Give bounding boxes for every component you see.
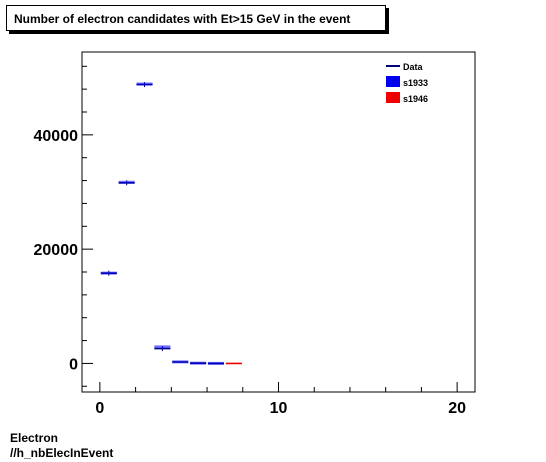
mc-s1933-band (118, 180, 135, 184)
y-tick-label: 40000 (34, 128, 79, 145)
legend-box-swatch (386, 92, 400, 103)
chart-title-box: Number of electron candidates with Et>15… (6, 5, 386, 31)
legend-label: Data (403, 62, 424, 72)
mc-s1933-band (136, 82, 153, 86)
mc-s1933-band (154, 345, 171, 349)
mc-s1933-band (100, 271, 117, 275)
mc-s1933-band (172, 360, 189, 364)
footer-histogram-path: //h_nbElecInEvent (10, 446, 114, 460)
chart-title: Number of electron candidates with Et>15… (14, 12, 351, 26)
y-tick-label: 0 (69, 356, 78, 373)
x-tick-label: 0 (95, 400, 104, 417)
footer-category: Electron (10, 431, 59, 445)
mc-s1933-band (190, 361, 207, 365)
x-tick-label: 10 (270, 400, 288, 417)
legend-box-swatch (386, 76, 400, 87)
mc-s1933-band (207, 361, 225, 365)
legend-label: s1933 (403, 78, 428, 88)
x-tick-label: 20 (448, 400, 466, 417)
legend-label: s1946 (403, 94, 428, 104)
y-tick-label: 20000 (34, 242, 79, 259)
